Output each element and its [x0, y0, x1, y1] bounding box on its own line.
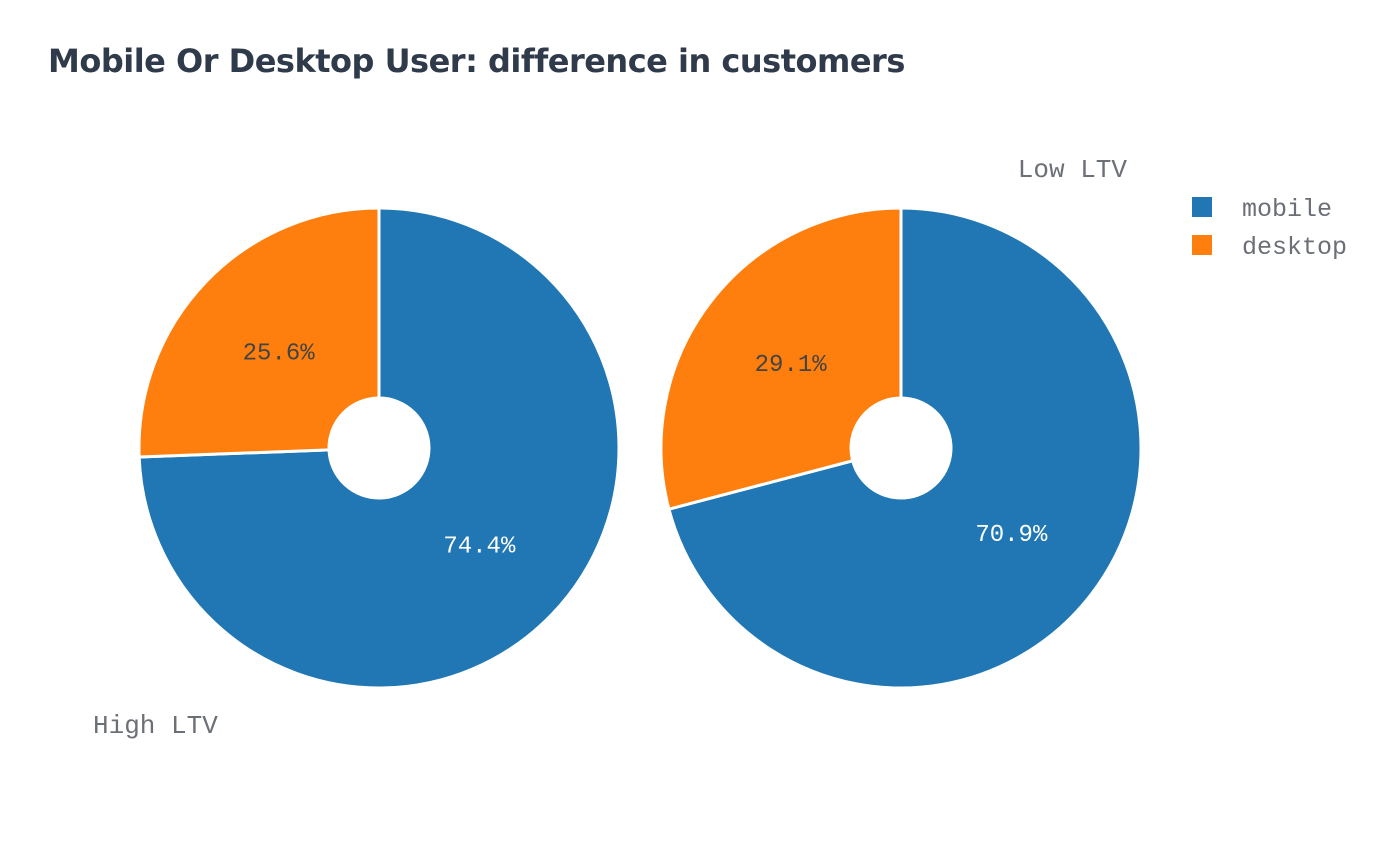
pie-panel-high-ltv: 74.4% 25.6% High LTV — [93, 206, 621, 741]
pie-slice-high-ltv-mobile[interactable] — [137, 206, 621, 690]
pie-labels-low-ltv: 70.9% 29.1% — [755, 352, 1048, 549]
pie-slices-low-ltv — [659, 206, 1143, 690]
pie-value-label-high-ltv-mobile: 74.4% — [443, 534, 516, 561]
pie-value-label-low-ltv-desktop: 29.1% — [755, 352, 828, 379]
pie-slice-low-ltv-desktop[interactable] — [659, 206, 903, 511]
legend-swatch-desktop[interactable] — [1192, 235, 1212, 255]
legend-label-mobile[interactable]: mobile — [1242, 195, 1332, 224]
pie-slice-low-ltv-mobile[interactable] — [667, 206, 1143, 690]
pie-labels-high-ltv: 74.4% 25.6% — [243, 340, 516, 560]
pie-title-low-ltv: Low LTV — [1018, 155, 1128, 185]
legend-swatch-mobile[interactable] — [1192, 197, 1212, 217]
pie-panel-low-ltv: 70.9% 29.1% Low LTV — [659, 155, 1143, 690]
pie-slices-high-ltv — [137, 206, 621, 690]
legend-label-desktop[interactable]: desktop — [1242, 233, 1347, 262]
legend: mobile desktop — [1192, 195, 1347, 262]
pie-value-label-low-ltv-mobile: 70.9% — [975, 522, 1048, 549]
chart-title: Mobile Or Desktop User: difference in cu… — [48, 42, 905, 80]
pie-slice-high-ltv-desktop[interactable] — [137, 206, 381, 459]
pie-value-label-high-ltv-desktop: 25.6% — [243, 340, 316, 367]
pie-title-high-ltv: High LTV — [93, 711, 218, 741]
